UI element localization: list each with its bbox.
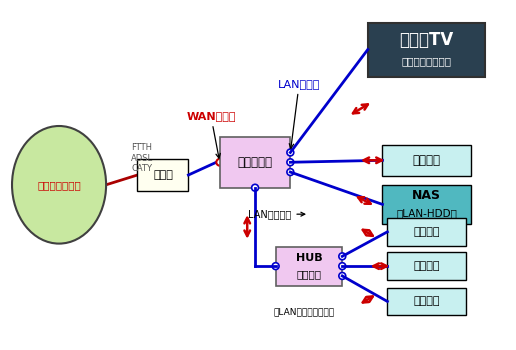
Text: 端末機器: 端末機器 [413,296,440,306]
FancyBboxPatch shape [220,137,291,188]
Text: FTTH
ADSL
CATY: FTTH ADSL CATY [131,144,153,173]
Text: NAS: NAS [412,189,441,202]
Text: （ハブ）: （ハブ） [297,269,321,279]
Text: モデム: モデム [153,170,173,180]
Text: LANポート: LANポート [278,79,320,148]
FancyBboxPatch shape [388,252,466,280]
Circle shape [287,169,294,175]
FancyBboxPatch shape [276,246,342,286]
FancyBboxPatch shape [382,185,471,224]
Circle shape [252,184,259,191]
Text: （ブレーヤ内蔵）: （ブレーヤ内蔵） [401,56,452,66]
Text: HUB: HUB [296,253,322,263]
Circle shape [272,263,279,270]
Text: インターネット: インターネット [37,180,81,190]
Text: デジタTV: デジタTV [399,31,454,49]
FancyBboxPatch shape [388,218,466,246]
FancyBboxPatch shape [368,23,486,77]
Text: 端末機器: 端末機器 [413,261,440,271]
Text: LANケーブル: LANケーブル [248,209,305,219]
Text: （LANポートを増設）: （LANポートを増設） [273,308,334,317]
Text: 端末機器: 端末機器 [413,227,440,237]
Text: パソコン: パソコン [413,154,441,167]
Circle shape [216,159,223,166]
Ellipse shape [12,126,106,244]
Circle shape [339,253,346,260]
FancyBboxPatch shape [388,288,466,315]
Circle shape [287,149,294,156]
Circle shape [339,273,346,279]
FancyBboxPatch shape [382,145,471,176]
Text: （LAN-HDD）: （LAN-HDD） [396,208,457,218]
Circle shape [339,263,346,270]
Text: 有線ルータ: 有線ルータ [237,156,272,169]
Circle shape [287,159,294,166]
Text: WANポート: WANポート [186,111,236,158]
FancyBboxPatch shape [137,159,188,191]
